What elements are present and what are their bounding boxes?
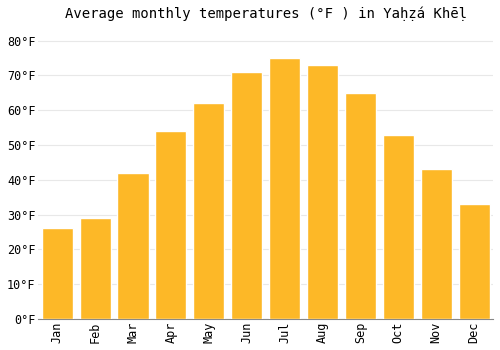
- Bar: [383, 135, 414, 319]
- Bar: [156, 131, 186, 319]
- Bar: [80, 218, 110, 319]
- Bar: [193, 103, 224, 319]
- Title: Average monthly temperatures (°F ) in Yaḥẓá Khēḷ: Average monthly temperatures (°F ) in Ya…: [64, 7, 466, 21]
- Bar: [42, 229, 72, 319]
- Bar: [458, 204, 490, 319]
- Bar: [231, 72, 262, 319]
- Bar: [307, 65, 338, 319]
- Bar: [420, 169, 452, 319]
- Bar: [345, 93, 376, 319]
- Bar: [269, 58, 300, 319]
- Bar: [118, 173, 148, 319]
